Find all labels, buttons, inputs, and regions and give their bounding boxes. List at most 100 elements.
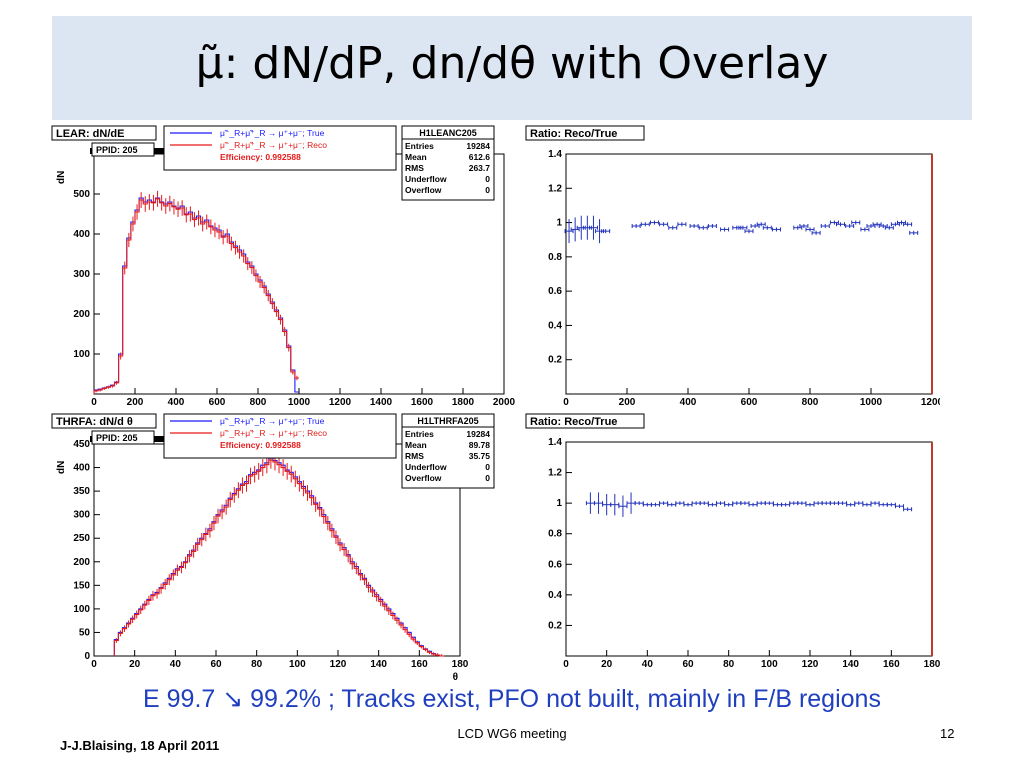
stats-key: RMS bbox=[405, 163, 424, 173]
y-tick-label: 0.2 bbox=[548, 620, 562, 631]
plot-frame bbox=[565, 441, 933, 657]
x-tick-label: 400 bbox=[680, 397, 697, 408]
stats-key: Overflow bbox=[405, 473, 442, 483]
y-tick-label: 250 bbox=[73, 533, 90, 544]
y-tick-label: 0.4 bbox=[548, 590, 562, 601]
x-tick-label: 140 bbox=[370, 659, 387, 670]
x-tick-label: 1000 bbox=[288, 397, 311, 408]
theta-ratio-panel: 0 20 40 60 80 100 120 140 160 180 0.2 0.4 0.6 0.8 1 1.2… bbox=[525, 413, 940, 670]
y-tick-label: 1 bbox=[556, 498, 562, 509]
stats-value: 19284 bbox=[466, 141, 490, 151]
stats-value: 612.6 bbox=[469, 152, 491, 162]
x-tick-label: 20 bbox=[601, 659, 613, 670]
ppid-box bbox=[91, 142, 155, 157]
x-tick-label: 60 bbox=[210, 659, 222, 670]
ratio-title-box bbox=[525, 125, 645, 141]
legend-entry: Efficiency: 0.992588 bbox=[220, 152, 301, 162]
x-tick-label: 180 bbox=[924, 659, 940, 670]
stats-box bbox=[401, 413, 495, 489]
y-tick-label: 350 bbox=[73, 486, 90, 497]
y-tick-label: 0 bbox=[84, 651, 90, 662]
y-tick-label: 150 bbox=[73, 580, 90, 591]
y-axis-label: dN bbox=[56, 171, 67, 184]
stats-value: 0 bbox=[485, 473, 490, 483]
x-tick-label: 140 bbox=[842, 659, 859, 670]
x-tick-label: 120 bbox=[802, 659, 819, 670]
slide-title: μ̃: dN/dP, dn/dθ with Overlay bbox=[195, 38, 829, 89]
x-axis-label: θ bbox=[453, 672, 458, 680]
slide-subtitle: E 99.7 ↘ 99.2% ; Tracks exist, PFO not b… bbox=[143, 685, 881, 713]
legend-entry: μ̃⁻_R+μ̃⁺_R → μ⁺+μ⁻; True bbox=[220, 128, 325, 138]
histogram-title-box bbox=[51, 413, 157, 429]
y-tick-label: 300 bbox=[73, 269, 90, 280]
y-tick-label: 100 bbox=[73, 604, 90, 615]
title-bar: μ̃: dN/dP, dn/dθ with Overlay bbox=[52, 16, 972, 120]
stats-value: 35.75 bbox=[469, 451, 491, 461]
x-tick-label: 120 bbox=[330, 659, 347, 670]
x-tick-label: 1600 bbox=[411, 397, 434, 408]
x-tick-label: 80 bbox=[251, 659, 263, 670]
histogram-title: LEAR: dN/dE bbox=[56, 128, 124, 140]
x-tick-label: 200 bbox=[127, 397, 144, 408]
x-tick-label: 0 bbox=[91, 659, 97, 670]
series-reco-line bbox=[93, 198, 299, 394]
y-tick-label: 450 bbox=[73, 439, 90, 450]
y-tick-label: 300 bbox=[73, 510, 90, 521]
y-tick-label: 400 bbox=[73, 229, 90, 240]
legend-entry: Efficiency: 0.992588 bbox=[220, 440, 301, 450]
ratio-title-box bbox=[525, 413, 645, 429]
histogram-title-box bbox=[51, 125, 157, 141]
ppid-label: PPID: 205 bbox=[96, 145, 138, 155]
y-tick-label: 0.2 bbox=[548, 355, 562, 366]
x-tick-label: 40 bbox=[170, 659, 182, 670]
y-tick-label: 1.2 bbox=[548, 183, 562, 194]
x-tick-label: 1400 bbox=[370, 397, 393, 408]
y-tick-label: 200 bbox=[73, 309, 90, 320]
x-tick-label: 400 bbox=[168, 397, 185, 408]
stats-value: 89.78 bbox=[469, 440, 491, 450]
histogram-title: THRFA: dN/d θ bbox=[56, 416, 133, 428]
ratio-title: Ratio: Reco/True bbox=[530, 128, 617, 140]
y-tick-label: 100 bbox=[73, 349, 90, 360]
stats-value: 0 bbox=[485, 185, 490, 195]
y-tick-label: 50 bbox=[79, 627, 91, 638]
stats-key: Underflow bbox=[405, 462, 447, 472]
x-tick-label: 1200 bbox=[329, 397, 352, 408]
stats-title: H1LTHRFA205 bbox=[417, 416, 478, 426]
x-tick-label: 0 bbox=[563, 659, 569, 670]
stats-key: Entries bbox=[405, 429, 434, 439]
stats-value: 19284 bbox=[466, 429, 490, 439]
stats-key: Mean bbox=[405, 152, 427, 162]
x-tick-label: 800 bbox=[250, 397, 267, 408]
stats-key: Underflow bbox=[405, 174, 447, 184]
legend-entry: μ̃⁻_R+μ̃⁺_R → μ⁺+μ⁻; Reco bbox=[220, 140, 327, 150]
y-tick-label: 500 bbox=[73, 189, 90, 200]
x-tick-label: 160 bbox=[411, 659, 428, 670]
stats-key: Mean bbox=[405, 440, 427, 450]
y-tick-label: 0.6 bbox=[548, 286, 562, 297]
y-tick-label: 0.6 bbox=[548, 559, 562, 570]
x-tick-label: 40 bbox=[642, 659, 654, 670]
legend-entry: μ̃⁻_R+μ̃⁺_R → μ⁺+μ⁻; True bbox=[220, 416, 325, 426]
energy-ratio-panel: 0 200 400 600 800 1000 1200 0.2 0.4 0.6 0.8 1 1.2 1.4… bbox=[525, 125, 940, 408]
x-tick-label: 1200 bbox=[921, 397, 940, 408]
stats-value: 0 bbox=[485, 174, 490, 184]
y-tick-label: 1 bbox=[556, 218, 562, 229]
y-tick-label: 1.4 bbox=[548, 149, 562, 160]
x-tick-label: 60 bbox=[682, 659, 694, 670]
x-tick-label: 0 bbox=[91, 397, 97, 408]
y-tick-label: 1.2 bbox=[548, 468, 562, 479]
x-tick-label: 80 bbox=[723, 659, 735, 670]
x-tick-label: 2000 bbox=[493, 397, 516, 408]
thrfa-histogram-panel: 0 20 40 60 80 100 120 140 160 180 0 50 100 150 200 250 3… bbox=[51, 413, 495, 680]
stats-title: H1LEANC205 bbox=[419, 128, 477, 138]
footer-meeting: LCD WG6 meeting bbox=[457, 726, 567, 741]
x-tick-label: 1800 bbox=[452, 397, 475, 408]
legend-entry: μ̃⁻_R+μ̃⁺_R → μ⁺+μ⁻; Reco bbox=[220, 428, 327, 438]
x-tick-label: 180 bbox=[452, 659, 469, 670]
lear-histogram-panel: 0 200 400 600 800 1000 1200 1400 1600 1800 2000100… bbox=[51, 125, 516, 408]
x-tick-label: 0 bbox=[563, 397, 569, 408]
x-tick-label: 600 bbox=[209, 397, 226, 408]
y-axis-label: dN bbox=[56, 461, 67, 474]
y-tick-label: 0.8 bbox=[548, 252, 562, 263]
